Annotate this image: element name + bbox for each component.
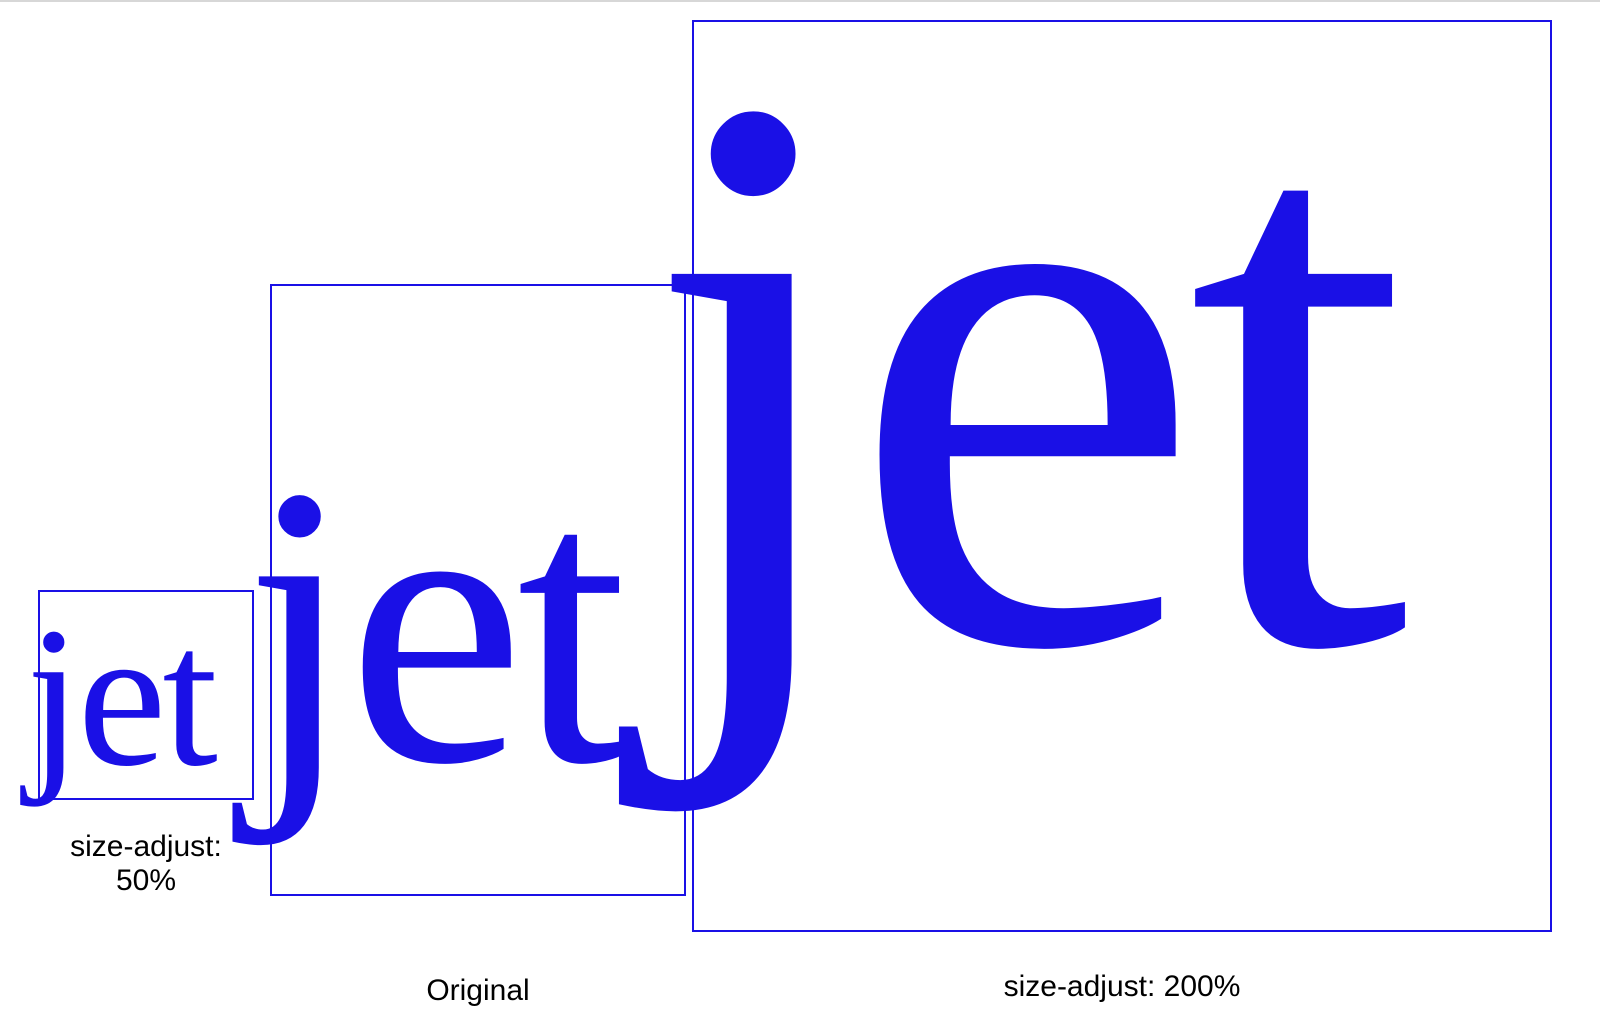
caption: size-adjust: 50%: [70, 830, 222, 898]
caption: size-adjust: 200%: [1004, 970, 1241, 1004]
bounding-box: jet: [270, 284, 686, 896]
sample-fifty-percent: jet size-adjust: 50%: [38, 590, 254, 898]
sample-original: jet Original: [270, 284, 686, 1008]
bounding-box: jet: [692, 20, 1552, 932]
diagram-canvas: jet size-adjust: 50% jet Original jet si…: [0, 0, 1600, 1011]
glyph-text: jet: [244, 426, 620, 826]
glyph-text: jet: [642, 0, 1394, 772]
sample-two-hundred-percent: jet size-adjust: 200%: [692, 20, 1552, 1004]
bounding-box: jet: [38, 590, 254, 800]
caption: Original: [426, 974, 529, 1008]
glyph-text: jet: [26, 598, 214, 798]
